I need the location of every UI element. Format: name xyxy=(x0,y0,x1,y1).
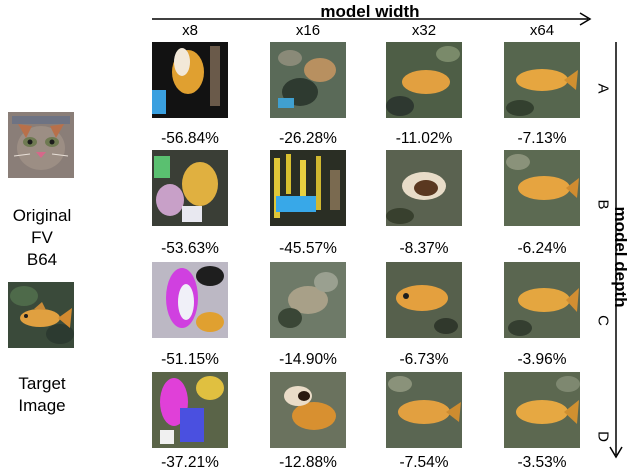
original-label-line-2: FV xyxy=(31,228,53,247)
visualization-b-x16 xyxy=(270,150,346,226)
row-label-a: A xyxy=(594,83,612,94)
visualization-c-x32 xyxy=(386,262,462,338)
cell-value-b-x8: -53.63% xyxy=(161,240,219,257)
visualization-c-x64 xyxy=(504,262,580,338)
target-fish-image xyxy=(8,282,74,348)
row-label-b: B xyxy=(594,199,612,210)
visualization-d-x64 xyxy=(504,372,580,448)
visualization-d-x16 xyxy=(270,372,346,448)
cell-value-c-x16: -14.90% xyxy=(279,351,337,368)
target-label-line-2: Image xyxy=(18,396,66,415)
visualization-a-x16 xyxy=(270,42,346,118)
cell-value-c-x8: -51.15% xyxy=(161,351,219,368)
cell-value-b-x32: -8.37% xyxy=(399,240,449,257)
visualization-b-x64 xyxy=(504,150,580,226)
visualization-a-x64 xyxy=(504,42,580,118)
visualization-a-x32 xyxy=(386,42,462,118)
x-axis-title: model width xyxy=(320,2,420,21)
cell-value-d-x8: -37.21% xyxy=(161,454,219,471)
visualization-c-x8 xyxy=(152,262,228,338)
cell-value-a-x64: -7.13% xyxy=(517,130,567,147)
visualization-c-x16 xyxy=(270,262,346,338)
column-label-x32: x32 xyxy=(411,22,437,39)
row-label-c: C xyxy=(594,315,612,326)
original-cat-image xyxy=(8,112,74,178)
y-axis-title: model depth xyxy=(611,206,629,308)
column-label-x64: x64 xyxy=(529,22,555,39)
cell-value-a-x32: -11.02% xyxy=(395,130,453,147)
cell-value-b-x16: -45.57% xyxy=(279,240,337,257)
original-label-line-3: B64 xyxy=(26,250,58,269)
target-label-line-1: Target xyxy=(18,374,66,393)
visualization-b-x32 xyxy=(386,150,462,226)
row-label-d: D xyxy=(594,431,612,442)
column-label-x8: x8 xyxy=(182,22,198,39)
visualization-d-x32 xyxy=(386,372,462,448)
cell-value-b-x64: -6.24% xyxy=(517,240,567,257)
cell-value-a-x8: -56.84% xyxy=(161,130,219,147)
cell-value-d-x32: -7.54% xyxy=(399,454,449,471)
cell-value-a-x16: -26.28% xyxy=(279,130,337,147)
original-label-line-1: Original xyxy=(12,206,72,225)
visualization-a-x8 xyxy=(152,42,228,118)
cell-value-d-x16: -12.88% xyxy=(279,454,337,471)
cell-value-c-x64: -3.96% xyxy=(517,351,567,368)
visualization-b-x8 xyxy=(152,150,228,226)
visualization-d-x8 xyxy=(152,372,228,448)
cell-value-d-x64: -3.53% xyxy=(517,454,567,471)
column-label-x16: x16 xyxy=(295,22,321,39)
cell-value-c-x32: -6.73% xyxy=(399,351,449,368)
